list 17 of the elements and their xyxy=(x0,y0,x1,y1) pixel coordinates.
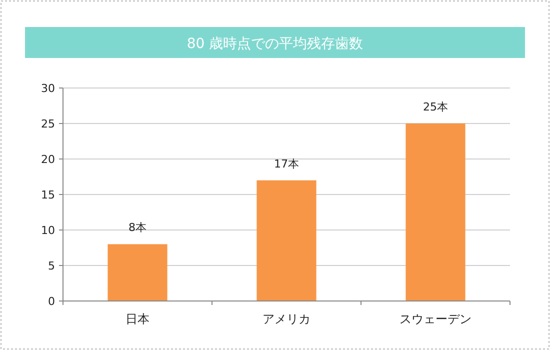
data-label: 25本 xyxy=(423,100,448,114)
y-tick-label: 10 xyxy=(41,224,55,237)
x-tick-label: 日本 xyxy=(126,312,150,326)
y-tick-label: 25 xyxy=(41,118,55,130)
y-tick-label: 30 xyxy=(41,82,55,95)
x-tick-label: アメリカ xyxy=(262,312,310,326)
y-tick-label: 15 xyxy=(41,188,55,202)
bar xyxy=(256,180,316,301)
bar xyxy=(406,124,466,301)
y-tick-label: 20 xyxy=(41,153,55,166)
data-label: 17本 xyxy=(274,157,299,170)
data-label: 8本 xyxy=(128,221,146,234)
bar xyxy=(108,244,168,301)
x-tick-label: スウェーデン xyxy=(400,312,472,326)
chart-title: 80 歳時点での平均残存歯数 xyxy=(186,36,364,52)
y-tick-label: 5 xyxy=(48,260,55,272)
y-tick-label: 0 xyxy=(48,295,55,308)
